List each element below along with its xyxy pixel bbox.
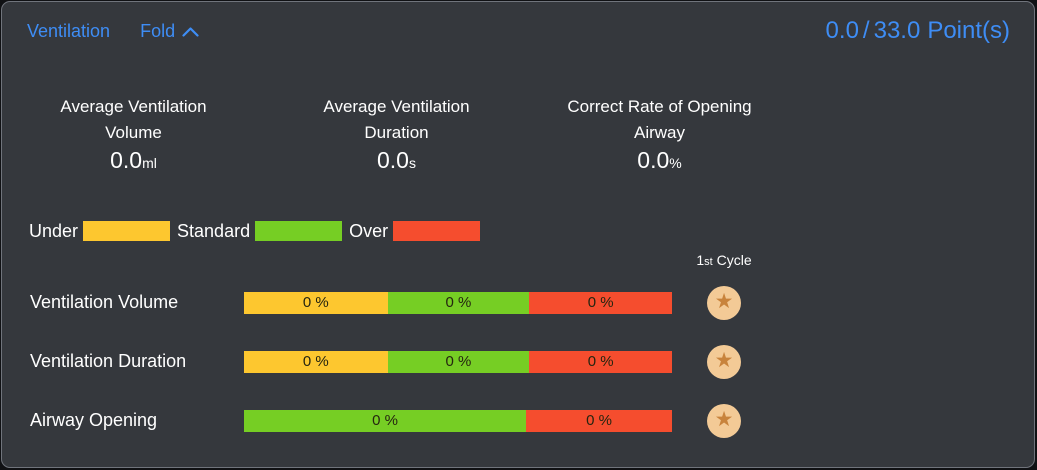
- legend-swatch-under: [83, 221, 171, 241]
- bar-segment-under: 0 %: [244, 350, 388, 373]
- stat-value: 0.0ml: [110, 147, 157, 173]
- stacked-bar: 0 % 0 % 0 %: [244, 350, 672, 373]
- stat-label-line2: Duration: [364, 123, 429, 142]
- stat-unit: %: [669, 155, 682, 171]
- chevron-up-icon: [182, 26, 199, 37]
- bar-segment-over: 0 %: [529, 350, 672, 373]
- cycle-header: 1st Cycle: [694, 252, 754, 268]
- cycle-suffix: st: [704, 256, 713, 268]
- bar-segment-under: 0 %: [244, 291, 388, 314]
- row-label: Ventilation Volume: [30, 292, 179, 312]
- legend: Under Standard Over: [29, 211, 487, 251]
- stats-row: Average Ventilation Volume 0.0ml Average…: [2, 94, 791, 174]
- row-label: Ventilation Duration: [30, 351, 187, 371]
- cycle-number: 1: [696, 252, 705, 268]
- legend-label-under: Under: [29, 220, 79, 241]
- star-icon: ★: [714, 290, 734, 313]
- stat-value: 0.0%: [637, 147, 682, 173]
- stat-correct-rate-airway: Correct Rate of Opening Airway 0.0%: [528, 94, 791, 174]
- stacked-bar: 0 % 0 % 0 %: [244, 291, 672, 314]
- stat-avg-ventilation-duration: Average Ventilation Duration 0.0s: [265, 94, 528, 174]
- bar-row: Ventilation Duration 0 % 0 % 0 % ★: [2, 332, 1034, 391]
- row-label: Airway Opening: [30, 410, 158, 430]
- fold-label: Fold: [140, 21, 176, 41]
- stacked-bar: 0 % 0 %: [244, 409, 672, 432]
- stat-label-line2: Volume: [105, 123, 162, 142]
- bar-segment-standard: 0 %: [244, 409, 527, 432]
- stat-value: 0.0s: [377, 147, 416, 173]
- stat-label-line2: Airway: [633, 123, 685, 142]
- legend-swatch-standard: [255, 221, 343, 241]
- legend-label-standard: Standard: [177, 220, 251, 241]
- fold-toggle[interactable]: Fold: [140, 21, 199, 42]
- star-badge: ★: [707, 344, 741, 379]
- bar-rows: Ventilation Volume 0 % 0 % 0 % ★ Ventilation …: [2, 273, 1034, 450]
- star-icon: ★: [714, 408, 734, 431]
- points-unit: Point(s): [927, 17, 1010, 44]
- star-badge: ★: [707, 403, 741, 438]
- stat-label-line1: Average Ventilation: [60, 97, 207, 116]
- stat-unit: ml: [142, 155, 157, 171]
- stat-unit: s: [408, 155, 416, 171]
- bar-segment-over: 0 %: [526, 409, 672, 432]
- points-summary: 0.0/33.0 Point(s): [826, 17, 1010, 45]
- stat-avg-ventilation-volume: Average Ventilation Volume 0.0ml: [2, 94, 265, 174]
- bar-row: Ventilation Volume 0 % 0 % 0 % ★: [2, 273, 1034, 332]
- cycle-word: Cycle: [716, 252, 752, 268]
- stat-label-line1: Correct Rate of Opening: [567, 97, 752, 116]
- bar-row: Airway Opening 0 % 0 % ★: [2, 391, 1034, 450]
- points-score: 0.0: [825, 17, 859, 44]
- bar-segment-standard: 0 %: [387, 350, 530, 373]
- bar-segment-over: 0 %: [529, 291, 672, 314]
- legend-swatch-over: [393, 221, 481, 241]
- star-badge: ★: [707, 285, 741, 320]
- legend-label-over: Over: [349, 220, 389, 241]
- star-icon: ★: [714, 349, 734, 372]
- points-separator: /: [862, 17, 870, 44]
- section-title: Ventilation: [27, 21, 111, 41]
- stat-label-line1: Average Ventilation: [323, 97, 470, 116]
- bar-segment-standard: 0 %: [387, 291, 530, 314]
- points-total: 33.0: [873, 17, 921, 44]
